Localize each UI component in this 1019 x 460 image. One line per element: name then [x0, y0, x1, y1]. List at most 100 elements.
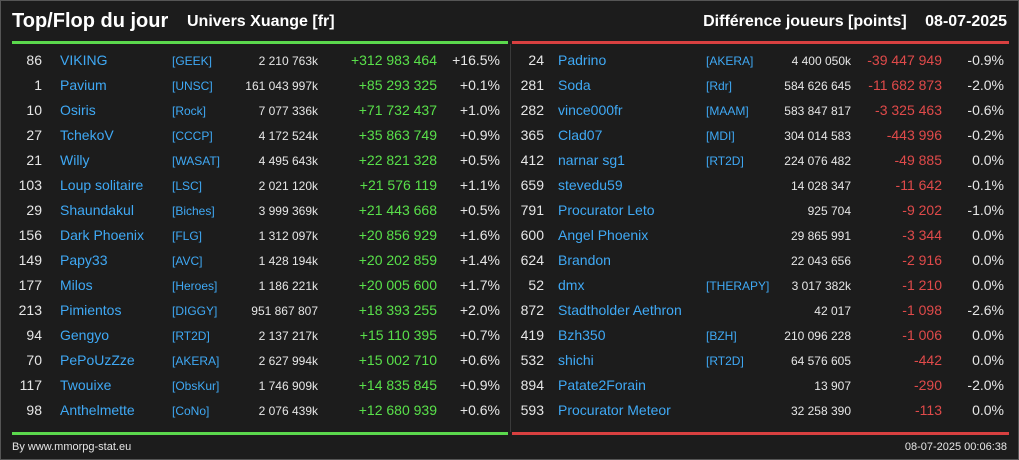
player-name-link[interactable]: Padrino: [558, 52, 607, 68]
player-name-link[interactable]: vince000fr: [558, 102, 623, 118]
points-difference: +12 680 939: [358, 402, 437, 418]
guild-tag-link[interactable]: [AKERA]: [706, 54, 754, 68]
guild-tag-link[interactable]: [FLG]: [172, 229, 203, 243]
player-rank: 24: [528, 52, 544, 68]
points-difference: +15 110 395: [359, 327, 437, 343]
player-rank: 156: [18, 227, 42, 243]
table-row: 213 Pimientos [DIGGY] 951 867 807 +18 393 25…: [12, 298, 508, 323]
player-name-link[interactable]: Papy33: [60, 252, 108, 268]
player-name-link[interactable]: Anthelmette: [60, 402, 135, 418]
table-row: 872 Stadtholder Aethron 42 017 -1 098 -2.6%: [513, 298, 1009, 323]
guild-tag-link[interactable]: [BZH]: [706, 329, 737, 343]
player-name-link[interactable]: VIKING: [60, 52, 108, 68]
player-name-link[interactable]: Procurator Meteor: [558, 402, 671, 418]
player-name-link[interactable]: Procurator Leto: [558, 202, 655, 218]
player-points: 32 258 390: [790, 404, 851, 418]
player-points: 224 076 482: [784, 154, 851, 168]
percent-change: +1.7%: [459, 277, 500, 293]
percent-change: +2.0%: [459, 302, 500, 318]
player-name-link[interactable]: Dark Phoenix: [60, 227, 145, 243]
guild-tag-link[interactable]: [WASAT]: [172, 154, 220, 168]
table-row: 419 Bzh350 [BZH] 210 096 228 -1 006 0.0%: [513, 323, 1009, 348]
player-points: 2 076 439k: [258, 404, 318, 418]
points-difference: +18 393 255: [358, 302, 437, 318]
player-name-link[interactable]: Patate2Forain: [558, 377, 646, 393]
guild-tag-link[interactable]: [CoNo]: [172, 404, 210, 418]
player-name-link[interactable]: Shaundakul: [60, 202, 134, 218]
player-name-link[interactable]: dmx: [558, 277, 585, 293]
guild-tag-link[interactable]: [RT2D]: [706, 154, 744, 168]
guild-tag-link[interactable]: [Heroes]: [172, 279, 218, 293]
player-name-link[interactable]: Willy: [60, 152, 90, 168]
player-rank: 117: [19, 377, 42, 393]
player-name-link[interactable]: Stadtholder Aethron: [558, 302, 682, 318]
guild-tag-link[interactable]: [RT2D]: [706, 354, 744, 368]
guild-tag-link[interactable]: [LSC]: [172, 179, 203, 193]
player-rank: 70: [26, 352, 42, 368]
player-rank: 412: [520, 152, 544, 168]
player-name-link[interactable]: Pavium: [60, 77, 107, 93]
table-row: 791 Procurator Leto 925 704 -9 202 -1.0%: [513, 198, 1009, 223]
player-points: 583 847 817: [784, 104, 851, 118]
guild-tag-link[interactable]: [MAAM]: [706, 104, 749, 118]
guild-tag-link[interactable]: [Rdr]: [706, 79, 733, 93]
player-name-link[interactable]: Loup solitaire: [60, 177, 144, 193]
points-difference: -113: [915, 402, 942, 418]
guild-tag-link[interactable]: [AVC]: [172, 254, 203, 268]
player-points: 7 077 336k: [258, 104, 318, 118]
points-difference: +71 732 437: [358, 102, 437, 118]
percent-change: +1.4%: [459, 252, 500, 268]
player-name-link[interactable]: narnar sg1: [558, 152, 625, 168]
guild-tag-link[interactable]: [MDI]: [706, 129, 735, 143]
player-name-link[interactable]: Soda: [558, 77, 591, 93]
player-points: 22 043 656: [790, 254, 851, 268]
player-name-link[interactable]: TchekoV: [60, 127, 114, 143]
player-points: 304 014 583: [784, 129, 851, 143]
percent-change: +0.5%: [459, 202, 500, 218]
player-name-link[interactable]: Pimientos: [60, 302, 122, 318]
player-name-link[interactable]: Clad07: [558, 127, 603, 143]
player-points: 4 400 050k: [791, 54, 851, 68]
player-name-link[interactable]: Gengyo: [60, 327, 110, 343]
player-points: 161 043 997k: [245, 79, 318, 93]
guild-tag-link[interactable]: [UNSC]: [172, 79, 213, 93]
guild-tag-link[interactable]: [Rock]: [172, 104, 207, 118]
guild-tag-link[interactable]: [ObsKur]: [172, 379, 220, 393]
player-name-link[interactable]: shichi: [558, 352, 594, 368]
player-points: 1 428 194k: [258, 254, 318, 268]
percent-change: 0.0%: [972, 327, 1004, 343]
player-name-link[interactable]: PePoUzZze: [60, 352, 135, 368]
points-difference: +312 983 464: [350, 52, 437, 68]
table-row: 86 VIKING [GEEK] 2 210 763k +312 983 464 +16.…: [12, 48, 508, 73]
guild-tag-link[interactable]: [GEEK]: [172, 54, 213, 68]
player-name-link[interactable]: Brandon: [558, 252, 611, 268]
player-name-link[interactable]: Twouixe: [60, 377, 112, 393]
player-points: 13 907: [814, 379, 851, 393]
player-name-link[interactable]: Angel Phoenix: [558, 227, 649, 243]
player-points: 1 186 221k: [258, 279, 318, 293]
player-rank: 86: [26, 52, 42, 68]
guild-tag-link[interactable]: [AKERA]: [172, 354, 220, 368]
table-row: 10 Osiris [Rock] 7 077 336k +71 732 437 +1.0%: [12, 98, 508, 123]
percent-change: +16.5%: [452, 52, 500, 68]
guild-tag-link[interactable]: [RT2D]: [172, 329, 210, 343]
player-name-link[interactable]: Milos: [60, 277, 93, 293]
footer-timestamp: 08-07-2025 00:06:38: [904, 441, 1007, 453]
percent-change: -2.0%: [967, 77, 1004, 93]
guild-tag-link[interactable]: [CCCP]: [172, 129, 213, 143]
player-name-link[interactable]: stevedu59: [558, 177, 623, 193]
metric-label: Différence joueurs [points]: [703, 13, 907, 30]
table-row: 593 Procurator Meteor 32 258 390 -113 0.0%: [513, 398, 1009, 423]
guild-tag-link[interactable]: [Biches]: [172, 204, 215, 218]
player-name-link[interactable]: Osiris: [60, 102, 96, 118]
table-row: 659 stevedu59 14 028 347 -11 642 -0.1%: [513, 173, 1009, 198]
guild-tag-link[interactable]: [THERAPY]: [706, 279, 770, 293]
guild-tag-link[interactable]: [DIGGY]: [172, 304, 218, 318]
top-losers-table: 24 Padrino [AKERA] 4 400 050k -39 447 949 -0.…: [513, 48, 1009, 423]
points-difference: -11 642: [895, 177, 942, 193]
player-name-link[interactable]: Bzh350: [558, 327, 606, 343]
percent-change: -0.9%: [967, 52, 1004, 68]
percent-change: -2.0%: [967, 377, 1004, 393]
player-points: 2 627 994k: [258, 354, 318, 368]
